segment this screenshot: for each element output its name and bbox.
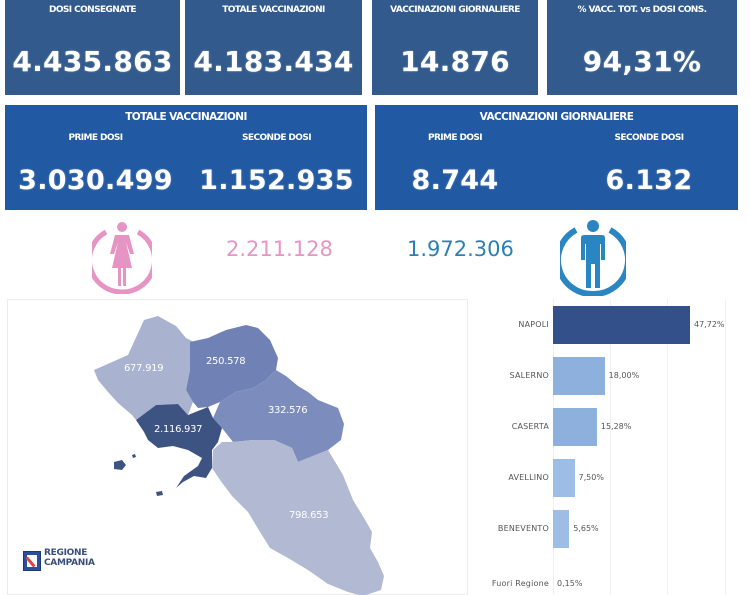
- male-person-icon: [555, 216, 631, 298]
- female-count: 2.211.128: [226, 237, 333, 261]
- gridline: [610, 299, 611, 595]
- seconde-dosi-block: SECONDE DOSI 6.132: [560, 105, 738, 210]
- card-value: 4.183.434: [193, 45, 354, 78]
- seconde-dosi-label: SECONDE DOSI: [242, 133, 312, 143]
- card-title: TOTALE VACCINAZIONI: [125, 111, 247, 123]
- bar-category-label: SALERNO: [509, 371, 549, 380]
- seconde-dosi-value: 1.152.935: [199, 165, 354, 196]
- bar-category-label: BENEVENTO: [497, 524, 549, 533]
- bar-category-label: AVELLINO: [508, 473, 549, 482]
- bar-fill: [553, 459, 575, 497]
- prime-dosi-value: 3.030.499: [18, 165, 173, 196]
- card-vaccinazioni-giornaliere-split: VACCINAZIONI GIORNALIERE PRIME DOSI 8.74…: [375, 105, 738, 210]
- card-label: DOSI CONSEGNATE: [49, 5, 137, 15]
- card-percentuale-vaccinazioni: % VACC. TOT. vs DOSI CONS. 94,31%: [547, 0, 737, 95]
- map-label-caserta: 677.919: [124, 363, 164, 374]
- regione-campania-logo: REGIONE CAMPANIA: [23, 548, 123, 578]
- card-value: 94,31%: [582, 45, 702, 78]
- map-label-benevento: 250.578: [206, 356, 246, 367]
- bar-fill: [553, 357, 605, 395]
- province-salerno: [212, 440, 384, 595]
- bar-row: NAPOLI 47,72%: [470, 306, 750, 346]
- card-value: 14.876: [400, 45, 510, 78]
- card-value: 4.435.863: [12, 45, 173, 78]
- island-ischia: [114, 460, 126, 470]
- map-label-salerno: 798.653: [289, 510, 329, 521]
- bar-value-label: 18,00%: [608, 371, 640, 380]
- map-panel: 677.919 250.578 332.576 2.116.937 798.65…: [7, 299, 468, 595]
- card-label: VACCINAZIONI GIORNALIERE: [390, 5, 520, 15]
- gridline: [725, 299, 726, 595]
- island-capri: [156, 491, 163, 496]
- province-benevento: [186, 325, 278, 408]
- card-totale-vaccinazioni: TOTALE VACCINAZIONI 4.183.434: [185, 0, 362, 95]
- card-title: VACCINAZIONI GIORNALIERE: [479, 111, 634, 123]
- prime-dosi-block: PRIME DOSI 8.744: [375, 105, 535, 210]
- bar-row: BENEVENTO 5,65%: [470, 510, 750, 550]
- seconde-dosi-label: SECONDE DOSI: [614, 133, 685, 143]
- map-label-avellino: 332.576: [268, 405, 308, 416]
- bar-category-label: CASERTA: [511, 422, 549, 431]
- province-napoli: [136, 404, 222, 488]
- province-caserta: [94, 316, 194, 420]
- gridline: [553, 299, 554, 595]
- logo-line-1: REGIONE: [44, 548, 88, 558]
- bar-value-label: 0,15%: [557, 579, 583, 588]
- bar-value-label: 5,65%: [573, 524, 599, 533]
- bar-row: CASERTA 15,28%: [470, 408, 750, 448]
- campania-map: [94, 316, 384, 595]
- logo-line-2: CAMPANIA: [44, 558, 95, 568]
- province-bar-chart: NAPOLI 47,72% SALERNO 18,00% CASERTA 15,28% AV…: [470, 299, 750, 595]
- prime-dosi-label: PRIME DOSI: [68, 133, 123, 143]
- bar-row: SALERNO 18,00%: [470, 357, 750, 397]
- bar-category-label: Fuori Regione: [491, 579, 549, 588]
- bar-fill: [553, 408, 597, 446]
- map-label-napoli: 2.116.937: [154, 424, 203, 435]
- seconde-dosi-value: 6.132: [605, 165, 693, 196]
- card-label: TOTALE VACCINAZIONI: [222, 5, 325, 15]
- bar-row: Fuori Regione 0,15%: [470, 565, 750, 595]
- prime-dosi-value: 8.744: [411, 165, 499, 196]
- campania-shield-icon: [23, 551, 41, 571]
- female-person-icon: [87, 218, 157, 295]
- province-avellino: [213, 370, 344, 462]
- card-totale-vaccinazioni-split: TOTALE VACCINAZIONI PRIME DOSI 3.030.499…: [5, 105, 367, 210]
- card-vaccinazioni-giornaliere: VACCINAZIONI GIORNALIERE 14.876: [372, 0, 538, 95]
- bar-category-label: NAPOLI: [518, 320, 549, 329]
- seconde-dosi-block: SECONDE DOSI 1.152.935: [186, 105, 367, 210]
- bar-fill: [553, 306, 690, 344]
- island-procida: [132, 454, 136, 458]
- bar-value-label: 47,72%: [694, 320, 725, 329]
- prime-dosi-label: PRIME DOSI: [427, 133, 483, 143]
- card-dosi-consegnate: DOSI CONSEGNATE 4.435.863: [5, 0, 180, 95]
- bar-value-label: 7,50%: [578, 473, 604, 482]
- bar-value-label: 15,28%: [600, 422, 632, 431]
- male-count: 1.972.306: [407, 237, 514, 261]
- bar-fill: [553, 510, 570, 548]
- card-label: % VACC. TOT. vs DOSI CONS.: [577, 5, 707, 15]
- gridline: [667, 299, 668, 595]
- bar-row: AVELLINO 7,50%: [470, 459, 750, 499]
- prime-dosi-block: PRIME DOSI 3.030.499: [5, 105, 186, 210]
